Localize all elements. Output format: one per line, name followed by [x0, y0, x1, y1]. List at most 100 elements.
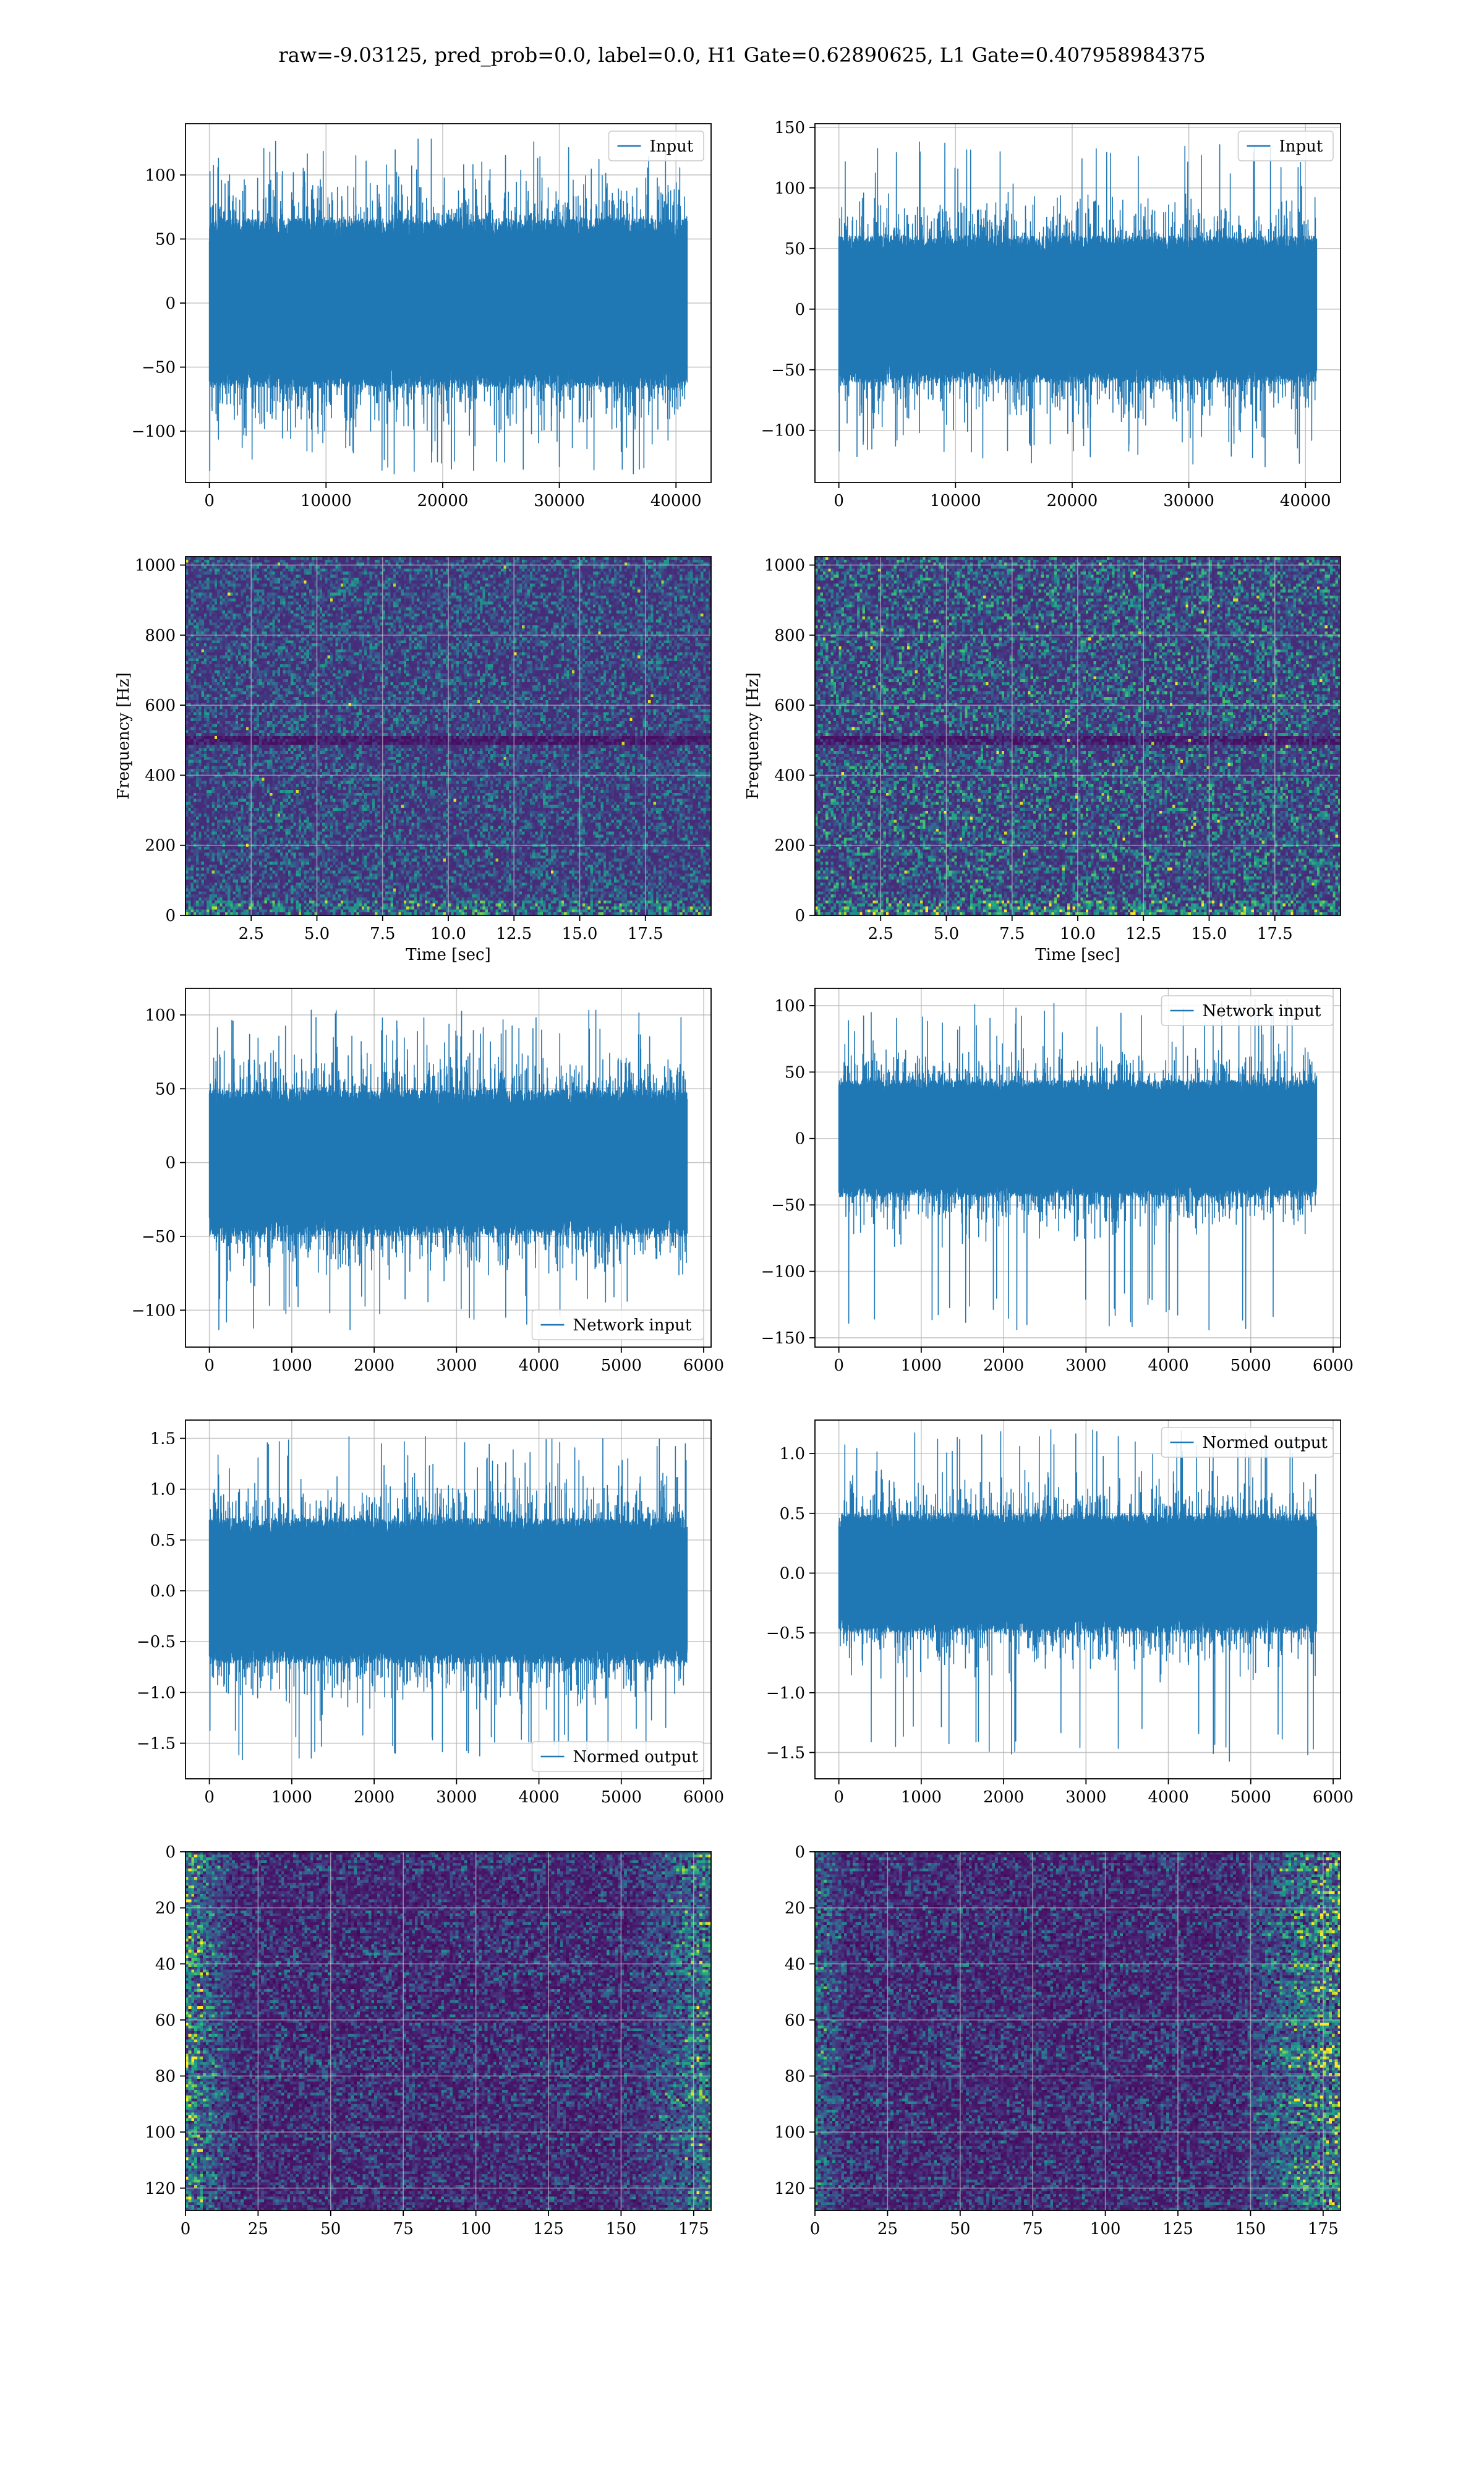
l1-network-input-legend-box: [1161, 995, 1334, 1026]
l1-normed-output-legend: Normed output: [1161, 1427, 1334, 1458]
h1-feature-map-xtick-label: 25: [248, 2220, 268, 2238]
subplot-h1-network-input: 0 1000 2000 3000 4000 5000 6000 −100 −50 0 50 100 Ne…: [132, 988, 724, 1375]
l1-feature-map-xtick-label: 75: [1023, 2220, 1043, 2238]
h1-network-input-legend-box: [531, 1309, 704, 1340]
h1-network-input-ytick-label: 0: [165, 1154, 176, 1173]
h1-normed-output-legend: Normed output: [531, 1741, 704, 1772]
figure-suptitle: raw=-9.03125, pred_prob=0.0, label=0.0, …: [278, 43, 1205, 67]
h1-feature-map-ytick-label: 120: [145, 2180, 176, 2198]
h1-spectrogram-xtick-label: 10.0: [430, 925, 466, 943]
h1-normed-output-xtick-label: 4000: [518, 1788, 559, 1807]
l1-network-input-ytick-label: −150: [761, 1329, 805, 1348]
l1-normed-output-xtick-label: 2000: [983, 1788, 1024, 1807]
h1-network-input-ytick-label: 100: [145, 1006, 176, 1025]
h1-network-input-series-line: [208, 1009, 688, 1330]
h1-spectrogram-xtick-label: 2.5: [239, 925, 264, 943]
h1-input-xtick-label: 0: [204, 492, 215, 510]
h1-normed-output-ytick-label: 1.5: [150, 1430, 176, 1449]
h1-normed-output-legend-box: [531, 1741, 704, 1772]
l1-network-input-ytick-label: 50: [785, 1063, 805, 1082]
h1-input-xtick-label: 40000: [650, 492, 702, 510]
h1-spectrogram-xtick-label: 7.5: [370, 925, 395, 943]
l1-network-input-xtick-label: 4000: [1148, 1356, 1188, 1375]
l1-feature-map-xtick-label: 25: [877, 2220, 898, 2238]
l1-network-input-xtick-label: 2000: [983, 1356, 1024, 1375]
h1-spectrogram-ytick-label: 1000: [135, 557, 176, 575]
h1-normed-output-legend-label: Normed output: [573, 1748, 699, 1766]
h1-feature-map-xtick-label: 75: [393, 2220, 414, 2238]
h1-input-ytick-label: −100: [132, 422, 176, 441]
h1-spectrogram-xaxis-label: Time [sec]: [406, 946, 491, 964]
h1-feature-map-ytick-label: 60: [155, 2011, 176, 2030]
h1-input-ytick-label: −50: [142, 359, 176, 377]
h1-spectrogram-ytick-label: 0: [165, 907, 176, 925]
h1-input-xtick-label: 20000: [417, 492, 469, 510]
l1-network-input-xtick-label: 0: [834, 1356, 844, 1375]
l1-normed-output-legend-box: [1161, 1427, 1334, 1458]
l1-input-xtick-label: 20000: [1047, 492, 1098, 510]
h1-spectrogram-xtick-label: 15.0: [562, 925, 598, 943]
l1-normed-output-xtick-label: 0: [834, 1788, 844, 1807]
l1-feature-map-ytick-label: 100: [774, 2123, 805, 2142]
h1-input-legend-box: [608, 131, 704, 161]
l1-spectrogram-xtick-label: 15.0: [1192, 925, 1227, 943]
l1-input-xtick-label: 40000: [1280, 492, 1331, 510]
l1-spectrogram-ytick-label: 1000: [764, 557, 805, 575]
l1-normed-output-ytick-label: −1.5: [766, 1744, 805, 1762]
l1-network-input-ytick-label: 0: [795, 1130, 805, 1149]
h1-feature-map-heatmap-image: [186, 1852, 711, 2211]
h1-normed-output-xtick-label: 1000: [271, 1788, 312, 1807]
l1-network-input-ytick-label: −100: [761, 1263, 805, 1282]
h1-input-ytick-label: 50: [155, 230, 176, 249]
l1-input-axes-frame: [814, 123, 1341, 483]
l1-feature-map-ytick-label: 40: [785, 1955, 805, 1974]
subplot-h1-normed-output: 0 1000 2000 3000 4000 5000 6000 −1.5 −1.0 −0.5 0.0…: [137, 1419, 724, 1807]
h1-normed-output-ytick-label: −0.5: [137, 1633, 176, 1651]
l1-normed-output-xtick-label: 5000: [1230, 1788, 1271, 1807]
h1-network-input-xtick-label: 6000: [683, 1356, 724, 1375]
h1-spectrogram-xtick-label: 12.5: [496, 925, 532, 943]
l1-normed-output-ytick-label: −0.5: [766, 1624, 805, 1643]
l1-normed-output-ytick-label: 0.5: [780, 1505, 805, 1523]
subplot-l1-input: 0 10000 20000 30000 40000 −100 −50 0 50 100 150 Inp…: [761, 119, 1341, 510]
l1-network-input-xtick-label: 1000: [901, 1356, 942, 1375]
l1-feature-map-xtick-label: 0: [810, 2220, 821, 2238]
h1-feature-map-xtick-label: 125: [533, 2220, 564, 2238]
h1-input-ytick-label: 0: [165, 294, 176, 313]
h1-normed-output-xtick-label: 0: [204, 1788, 215, 1807]
h1-normed-output-ytick-label: −1.5: [137, 1734, 176, 1753]
h1-network-input-ytick-label: −50: [142, 1228, 176, 1246]
subplot-h1-feature-map: 0 25 50 75 100 125 150 175 0 20 40 60 80 100 120: [145, 1843, 712, 2238]
h1-network-input-xtick-label: 4000: [518, 1356, 559, 1375]
subplot-h1-input: 0 10000 20000 30000 40000 −100 −50 0 50 100 Input: [132, 123, 712, 510]
h1-feature-map-xtick-label: 150: [606, 2220, 637, 2238]
l1-input-ytick-label: 0: [795, 301, 805, 319]
h1-input-xtick-label: 30000: [534, 492, 585, 510]
l1-normed-output-xtick-label: 6000: [1313, 1788, 1354, 1807]
l1-spectrogram-xtick-label: 10.0: [1060, 925, 1096, 943]
l1-feature-map-xtick-label: 50: [950, 2220, 970, 2238]
h1-normed-output-ytick-label: −1.0: [137, 1684, 176, 1702]
h1-spectrogram-ytick-label: 400: [145, 766, 176, 785]
h1-feature-map-ytick-label: 0: [165, 1843, 176, 1862]
l1-spectrogram-ytick-label: 200: [774, 837, 805, 855]
h1-normed-output-series-line: [208, 1436, 688, 1764]
l1-input-legend-box: [1237, 131, 1334, 161]
h1-spectrogram-ytick-label: 600: [145, 696, 176, 715]
l1-network-input-legend: Network input: [1161, 995, 1334, 1026]
l1-input-series-line: [838, 141, 1318, 468]
l1-normed-output-legend-label: Normed output: [1203, 1434, 1328, 1452]
l1-spectrogram-ytick-label: 600: [774, 696, 805, 715]
l1-spectrogram-xtick-label: 17.5: [1257, 925, 1293, 943]
l1-feature-map-ytick-label: 20: [785, 1899, 805, 1918]
subplot-l1-feature-map: 0 25 50 75 100 125 150 175 0 20 40 60 80 100 120: [774, 1843, 1341, 2238]
l1-spectrogram-xaxis-label: Time [sec]: [1035, 946, 1120, 964]
h1-spectrogram-xtick-label: 5.0: [304, 925, 330, 943]
h1-network-input-ytick-label: 50: [155, 1080, 176, 1098]
h1-network-input-xtick-label: 0: [204, 1356, 215, 1375]
h1-normed-output-xtick-label: 5000: [601, 1788, 642, 1807]
l1-input-ytick-label: 50: [785, 240, 805, 259]
l1-network-input-series-line: [838, 999, 1318, 1330]
h1-network-input-xtick-label: 2000: [354, 1356, 394, 1375]
h1-feature-map-xtick-label: 175: [678, 2220, 709, 2238]
